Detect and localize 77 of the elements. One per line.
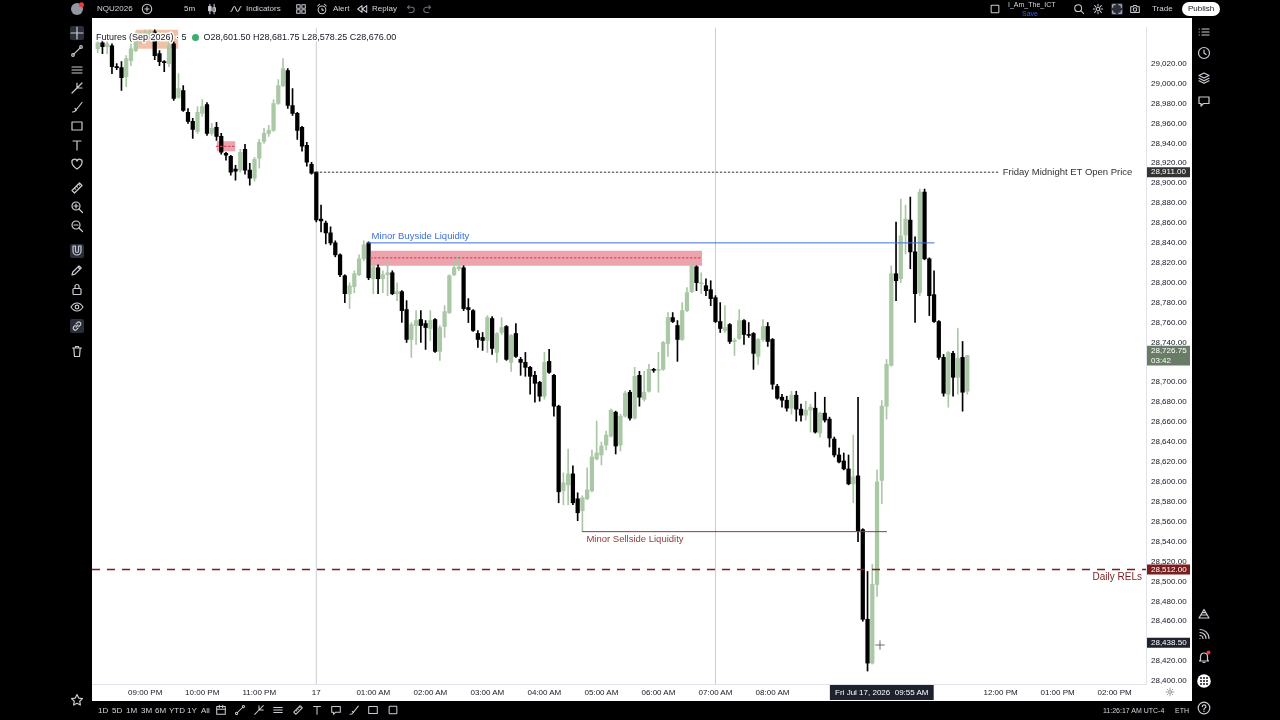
y-tick-label: 28,438.50 [1151, 637, 1188, 647]
text: Replay [372, 4, 397, 14]
x-tick-label: 02:00 AM [413, 688, 448, 697]
y-tick-label: 28,400.00 [1151, 676, 1188, 686]
text: 1Y [187, 706, 197, 716]
x-tick-label: 06:00 AM [641, 688, 676, 697]
text: 1D [98, 706, 109, 716]
x-tick-label: 12:00 PM [983, 688, 1019, 697]
y-tick-label: 28,820.00 [1151, 258, 1188, 267]
y-tick-label: 28,580.00 [1151, 496, 1188, 506]
y-tick-label: 28,640.00 [1151, 437, 1188, 447]
y-tick-label: 28,420.00 [1151, 656, 1188, 666]
text: YTD [169, 706, 185, 716]
y-tick-label: 29,020.00 [1151, 58, 1188, 68]
x-tick-label: 02:00 PM [1097, 688, 1133, 697]
y-tick-label: 28,520.00 [1151, 556, 1188, 566]
candlestick [893, 221, 899, 301]
text: 6M [155, 706, 167, 716]
y-tick-label: 28,460.00 [1151, 616, 1188, 626]
y-tick-label: 28,860.00 [1151, 218, 1188, 228]
annotation: Minor Buyside Liquidity [371, 229, 470, 241]
y-tick-label: 28,500.00 [1151, 576, 1188, 586]
x-tick-label: 04:00 AM [527, 688, 562, 697]
text: O28,601.50 H28,681.75 L28,578.25 C28,676.00 [203, 32, 397, 43]
y-tick-label: 28,620.00 [1151, 457, 1188, 467]
y-tick-label: 28,660.00 [1151, 417, 1188, 427]
y-tick-label: 28,512.00 [1151, 564, 1188, 574]
candlestick [394, 282, 400, 301]
candlestick [642, 371, 647, 402]
x-tick-label: 07:00 AM [698, 688, 733, 697]
y-tick-label: 28,680.00 [1151, 397, 1188, 407]
text: 5D [112, 706, 123, 716]
y-tick-label: 28,940.00 [1151, 138, 1188, 148]
y-tick-label: 28,760.00 [1151, 317, 1188, 327]
text: Trade [1152, 4, 1173, 14]
ref-line-label: Daily RELs [1092, 571, 1142, 583]
x-tick-label: 03:00 AM [470, 688, 505, 697]
x-tick-label: 11:00 PM [242, 688, 277, 697]
text: All [201, 706, 210, 716]
x-tick-label: 08:00 AM [755, 688, 790, 697]
y-tick-label: 28,560.00 [1151, 516, 1188, 526]
x-tick-label: 10:00 PM [185, 688, 220, 697]
y-tick-label: 28,740.00 [1151, 337, 1188, 347]
candlestick [413, 310, 419, 345]
y-tick-label: 28,911.00 [1151, 167, 1187, 177]
text: 3M [141, 706, 153, 716]
text: Indicators [246, 4, 281, 14]
x-tick-label: Fri Jul 17, 2026 09:55 AM [835, 688, 929, 697]
text: NQU2026 [97, 4, 133, 14]
y-tick-label: 28,900.00 [1151, 178, 1188, 188]
y-tick-label: 28,600.00 [1151, 477, 1188, 487]
x-tick-label: 09:00 PM [128, 688, 163, 697]
y-tick-label: 28,726.75 03:42 [1151, 346, 1188, 365]
y-tick-label: 28,780.00 [1151, 297, 1188, 307]
text: Alert [333, 4, 350, 14]
candlestick [456, 255, 461, 272]
annotation: Minor Sellside Liquidity [586, 533, 684, 545]
y-tick-label: 28,800.00 [1151, 277, 1188, 287]
y-tick-label: 28,540.00 [1151, 536, 1188, 546]
y-tick-label: 28,920.00 [1151, 158, 1188, 168]
pill-button: Publish [1182, 2, 1221, 16]
x-tick-label: 01:00 AM [356, 688, 391, 697]
candlestick [722, 305, 728, 333]
annotation: Friday Midnight ET Open Price [1002, 165, 1133, 177]
x-tick-label: 05:00 AM [584, 688, 619, 697]
y-tick-label: 29,000.00 [1151, 78, 1188, 88]
y-tick-label: 28,980.00 [1151, 98, 1188, 108]
y-tick-label: 28,700.00 [1151, 377, 1188, 387]
text: 1M [126, 706, 138, 716]
x-tick-label: 01:00 PM [1040, 688, 1076, 697]
text: 5m [184, 4, 196, 14]
y-tick-label: 28,880.00 [1151, 198, 1188, 208]
y-tick-label: 28,480.00 [1151, 596, 1188, 606]
candlestick [699, 272, 704, 294]
y-tick-label: 28,840.00 [1151, 238, 1188, 248]
x-tick-label: 17 [311, 688, 322, 697]
y-tick-label: 28,960.00 [1151, 118, 1188, 128]
